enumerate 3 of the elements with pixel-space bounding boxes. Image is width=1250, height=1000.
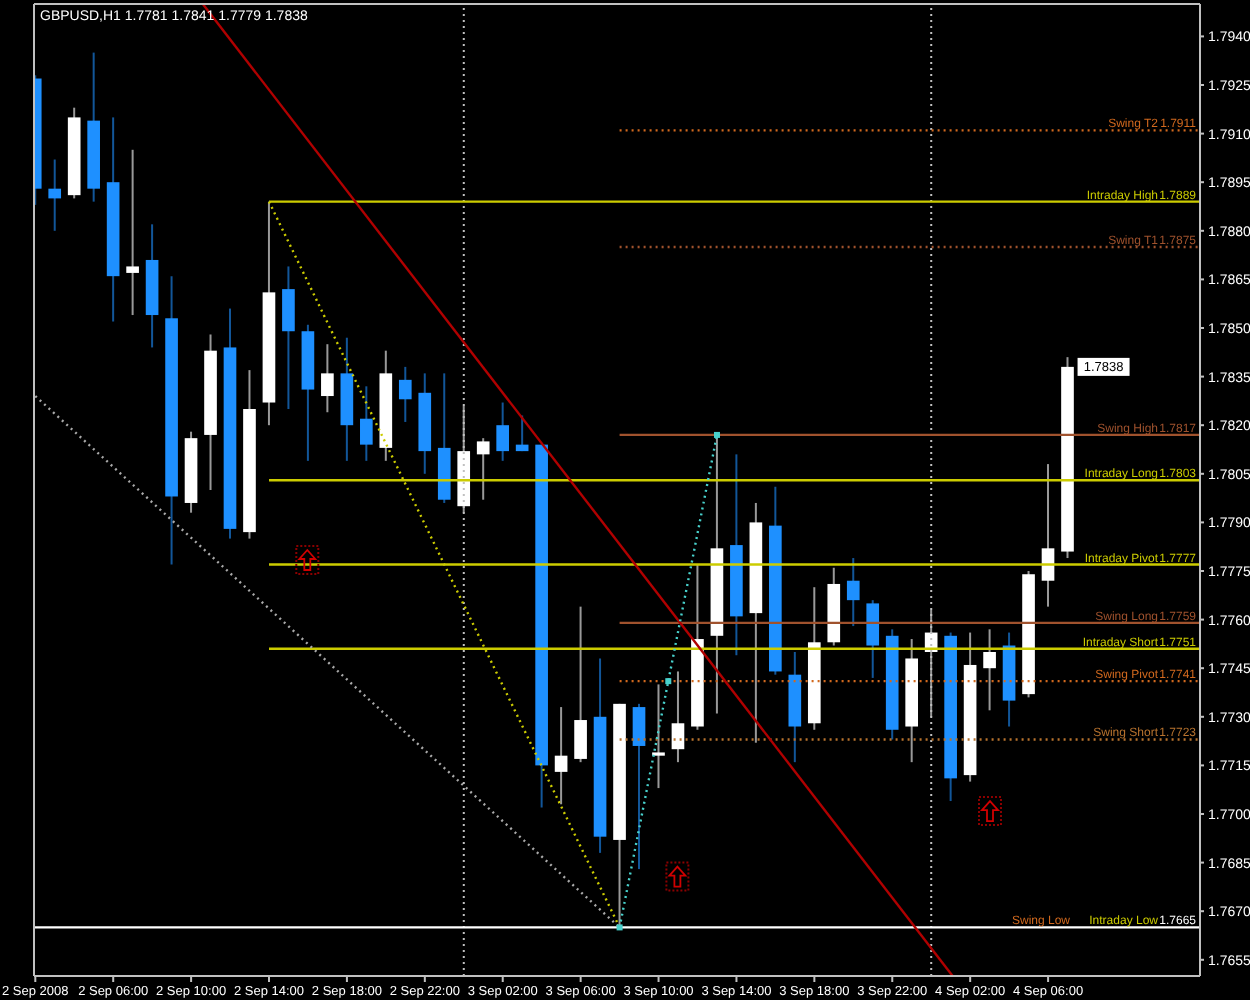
point	[616, 924, 623, 931]
point	[713, 431, 720, 438]
point	[665, 678, 672, 685]
